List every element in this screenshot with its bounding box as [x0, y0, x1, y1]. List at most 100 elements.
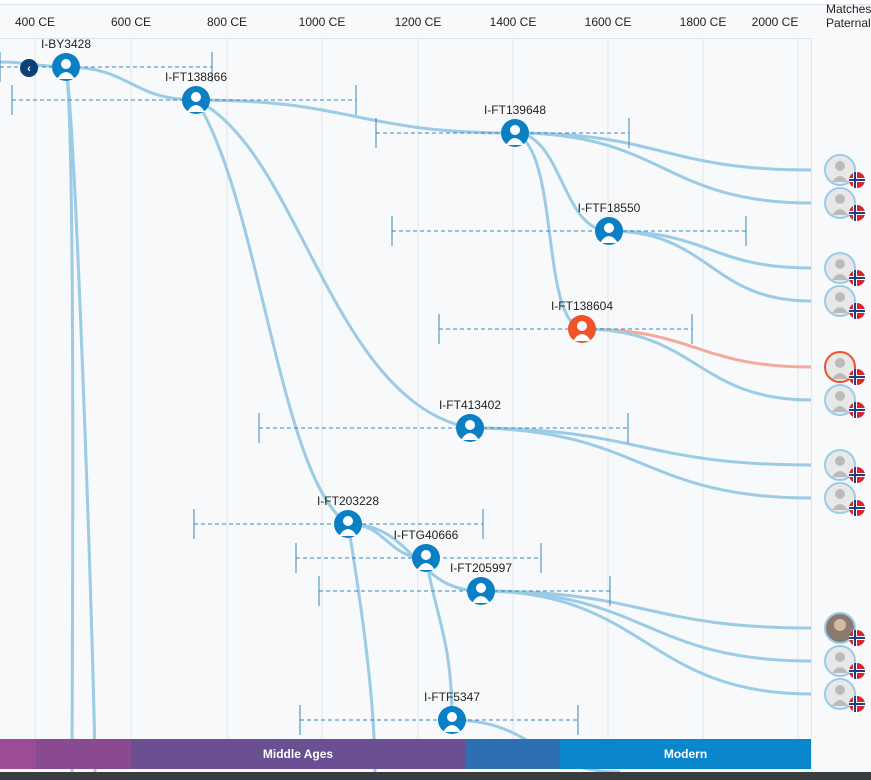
axis-tick: 800 CE: [206, 15, 248, 29]
branch-line: [514, 131, 812, 205]
person-icon: [835, 489, 845, 499]
branch-line: [469, 426, 812, 467]
axis-tick: 1200 CE: [394, 15, 442, 29]
era-label: Middle Ages: [262, 747, 334, 761]
norway-flag-icon: [854, 270, 856, 286]
person-icon: [577, 321, 587, 331]
person-icon: [835, 456, 845, 466]
person-icon: [506, 138, 524, 145]
norway-flag-icon: [854, 205, 856, 221]
person-icon: [447, 712, 457, 722]
person-icon: [832, 274, 848, 280]
top-bar: [0, 0, 871, 5]
norway-flag-icon: [849, 277, 865, 279]
person-icon: [835, 652, 845, 662]
person-icon: [832, 307, 848, 313]
branch-line: [480, 589, 812, 663]
person-icon: [61, 59, 71, 69]
node-label[interactable]: I-FTG40666: [394, 528, 459, 542]
node-label[interactable]: I-FT138866: [165, 70, 227, 84]
axis-tick: 1400 CE: [489, 15, 537, 29]
person-icon: [187, 105, 205, 112]
person-icon: [835, 194, 845, 204]
norway-flag-icon: [854, 500, 856, 516]
timeline-axis: 400 CE 600 CE 800 CE 1000 CE 1200 CE 140…: [0, 5, 871, 39]
person-icon: [835, 259, 845, 269]
person-icon: [832, 406, 848, 412]
norway-flag-icon: [849, 703, 865, 705]
person-icon: [417, 563, 435, 570]
node-label[interactable]: I-FT138604: [551, 299, 613, 313]
axis-tick: 1800 CE: [679, 15, 727, 29]
branch-line: [64, 66, 97, 772]
chevron-left-icon: ‹: [27, 63, 31, 75]
era-middle-ages[interactable]: Middle Ages: [131, 739, 465, 769]
branch-line: [608, 229, 812, 303]
branch-line: [64, 66, 75, 772]
person-icon: [465, 420, 475, 430]
person-icon: [57, 72, 75, 79]
person-icon: [832, 209, 848, 215]
norway-flag-icon: [854, 696, 856, 712]
person-icon: [832, 504, 848, 510]
norway-flag-icon: [854, 467, 856, 483]
node-label[interactable]: I-FT205997: [450, 561, 512, 575]
branch-line: [346, 523, 377, 772]
axis-tick: 1000 CE: [298, 15, 346, 29]
person-icon: [835, 358, 845, 368]
photo-face: [834, 619, 846, 631]
era-transition: [465, 739, 560, 769]
matches-header: Matches Paternal: [826, 2, 871, 30]
era-transition: [36, 739, 131, 769]
branch-line: [480, 589, 812, 696]
person-icon: [832, 700, 848, 706]
branch-line: [65, 65, 197, 102]
norway-flag-icon: [849, 376, 865, 378]
person-icon: [604, 223, 614, 233]
person-icon: [443, 725, 461, 732]
node-label[interactable]: I-FTF5347: [424, 690, 480, 704]
norway-flag-icon: [854, 369, 856, 385]
branch-line: [514, 131, 610, 233]
norway-flag-icon: [849, 474, 865, 476]
person-icon: [461, 433, 479, 440]
branch-line: [608, 229, 812, 270]
axis-tick: 400 CE: [14, 15, 56, 29]
back-button[interactable]: [20, 59, 38, 77]
norway-flag-icon: [854, 402, 856, 418]
norway-flag-icon: [849, 409, 865, 411]
person-icon: [339, 529, 357, 536]
branch-line: [424, 557, 454, 721]
norway-flag-icon: [854, 303, 856, 319]
branch-line: [195, 98, 471, 430]
person-icon: [573, 334, 591, 341]
person-icon: [835, 292, 845, 302]
axis-tick: 1600 CE: [584, 15, 632, 29]
norway-flag-icon: [849, 212, 865, 214]
person-icon: [421, 550, 431, 560]
person-icon: [832, 471, 848, 477]
norway-flag-icon: [849, 507, 865, 509]
norway-flag-icon: [849, 179, 865, 181]
person-icon: [472, 596, 490, 603]
node-label[interactable]: I-FT139648: [484, 103, 546, 117]
node-label[interactable]: I-FT413402: [439, 398, 501, 412]
era-segment-early: [0, 739, 36, 769]
branch-line: [194, 99, 349, 526]
axis-tick: 2000 CE: [751, 15, 799, 29]
highlight-line: [581, 327, 812, 369]
node-label[interactable]: I-BY3428: [41, 37, 91, 51]
person-icon: [832, 176, 848, 182]
node-label[interactable]: I-FTF18550: [578, 201, 641, 215]
era-bar: Middle Ages Modern: [0, 739, 811, 769]
person-icon: [835, 391, 845, 401]
node-label[interactable]: I-FT203228: [317, 494, 379, 508]
era-label: Modern: [663, 747, 708, 761]
norway-flag-icon: [849, 310, 865, 312]
norway-flag-icon: [854, 172, 856, 188]
branch-line: [195, 98, 516, 135]
era-modern[interactable]: Modern: [560, 739, 811, 769]
person-icon: [832, 667, 848, 673]
person-icon: [476, 583, 486, 593]
